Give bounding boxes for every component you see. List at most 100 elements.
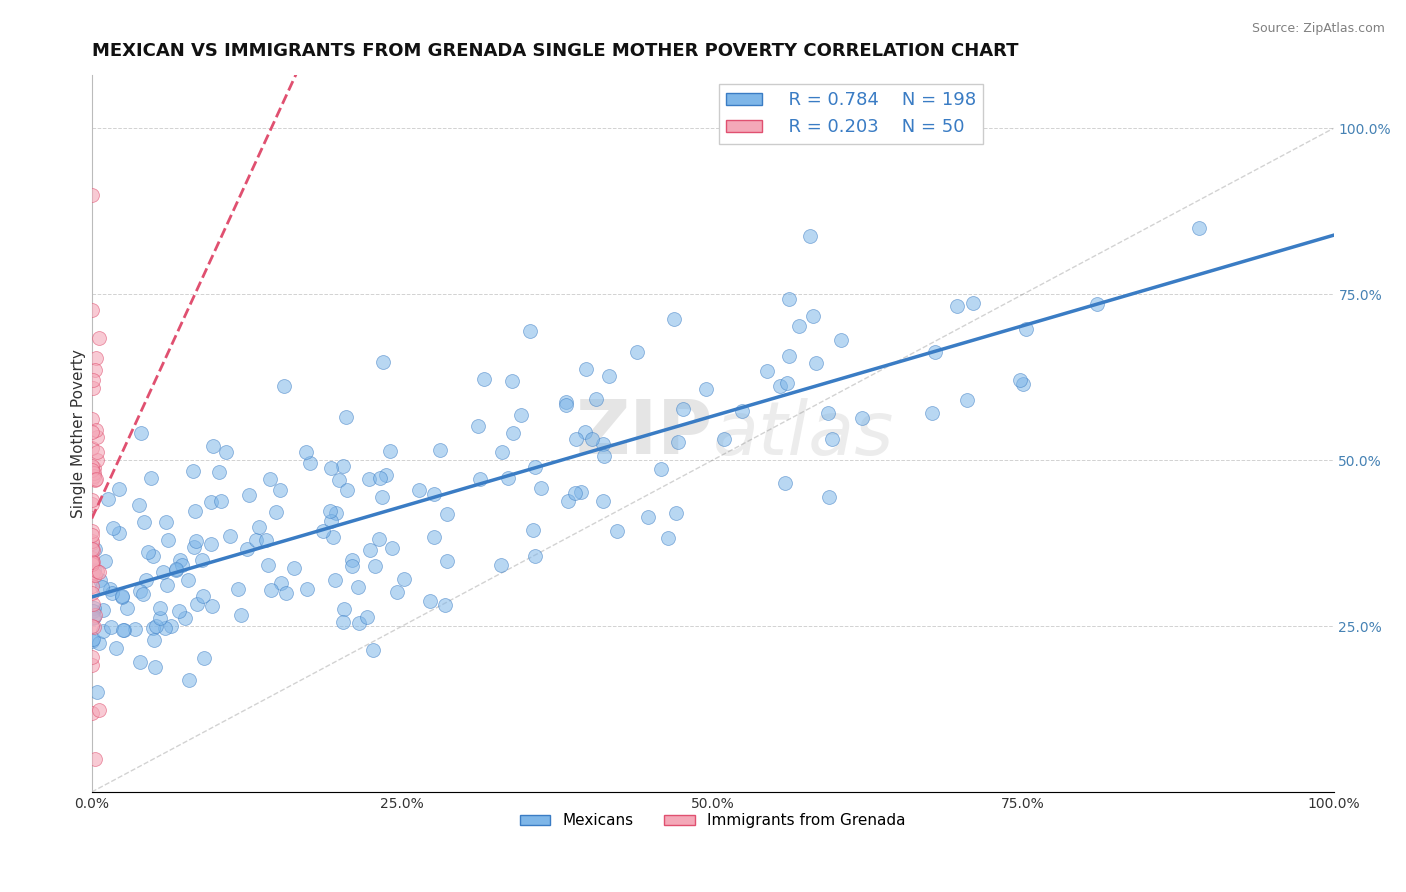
Point: [80, 497, 103, 511]
Point: [626, 344, 648, 359]
Point: [392, 572, 415, 586]
Point: [319, 514, 342, 528]
Point: [83, 363, 105, 377]
Point: [82, 380, 104, 394]
Point: [142, 621, 165, 635]
Point: [80, 541, 103, 556]
Point: [110, 589, 132, 603]
Point: [89, 573, 111, 587]
Y-axis label: Single Mother Poverty: Single Mother Poverty: [72, 349, 86, 518]
Point: [160, 619, 183, 633]
Point: [83, 460, 105, 475]
Point: [82, 568, 104, 582]
Point: [209, 493, 232, 508]
Point: [152, 565, 174, 579]
Point: [436, 507, 458, 521]
Point: [80, 524, 103, 539]
Point: [177, 673, 200, 688]
Point: [817, 405, 839, 419]
Point: [80, 557, 103, 571]
Point: [183, 540, 205, 554]
Point: [145, 619, 167, 633]
Point: [598, 368, 620, 383]
Point: [82, 604, 104, 618]
Point: [821, 432, 844, 446]
Legend: Mexicans, Immigrants from Grenada: Mexicans, Immigrants from Grenada: [513, 807, 911, 835]
Point: [142, 632, 165, 647]
Point: [565, 432, 588, 446]
Point: [86, 564, 108, 578]
Point: [254, 533, 277, 548]
Point: [219, 529, 242, 543]
Point: [177, 573, 200, 587]
Point: [806, 356, 828, 370]
Point: [496, 471, 519, 485]
Point: [89, 703, 111, 717]
Point: [524, 460, 547, 475]
Point: [319, 504, 342, 518]
Point: [671, 402, 693, 417]
Point: [519, 324, 541, 338]
Point: [80, 441, 103, 455]
Point: [82, 555, 104, 569]
Point: [695, 382, 717, 396]
Point: [375, 468, 398, 483]
Point: [801, 310, 824, 324]
Point: [830, 333, 852, 347]
Point: [143, 660, 166, 674]
Point: [82, 632, 104, 646]
Point: [129, 655, 152, 669]
Point: [1010, 373, 1032, 387]
Point: [82, 566, 104, 580]
Point: [592, 494, 614, 508]
Point: [257, 558, 280, 572]
Point: [666, 434, 689, 449]
Point: [325, 573, 347, 587]
Point: [523, 549, 546, 563]
Point: [98, 582, 121, 597]
Point: [361, 643, 384, 657]
Point: [174, 611, 197, 625]
Point: [419, 593, 441, 607]
Point: [84, 541, 107, 556]
Point: [276, 585, 298, 599]
Point: [270, 575, 292, 590]
Point: [356, 610, 378, 624]
Point: [83, 469, 105, 483]
Point: [592, 437, 614, 451]
Point: [82, 657, 104, 672]
Point: [83, 466, 105, 480]
Point: [522, 523, 544, 537]
Point: [82, 555, 104, 569]
Point: [381, 541, 404, 555]
Point: [585, 392, 607, 406]
Point: [312, 524, 335, 538]
Point: [336, 483, 359, 497]
Point: [80, 412, 103, 426]
Point: [80, 633, 103, 648]
Point: [84, 351, 107, 365]
Point: [167, 604, 190, 618]
Point: [773, 476, 796, 491]
Point: [80, 493, 103, 508]
Point: [84, 752, 107, 766]
Point: [80, 463, 103, 477]
Point: [82, 543, 104, 558]
Point: [80, 618, 103, 632]
Point: [84, 567, 107, 582]
Point: [235, 541, 257, 556]
Point: [340, 553, 363, 567]
Point: [226, 582, 249, 597]
Point: [574, 425, 596, 439]
Point: [132, 587, 155, 601]
Point: [91, 602, 114, 616]
Point: [86, 430, 108, 444]
Point: [82, 187, 104, 202]
Point: [124, 622, 146, 636]
Point: [436, 554, 458, 568]
Point: [82, 533, 104, 548]
Point: [181, 464, 204, 478]
Point: [134, 516, 156, 530]
Point: [266, 505, 288, 519]
Text: MEXICAN VS IMMIGRANTS FROM GRENADA SINGLE MOTHER POVERTY CORRELATION CHART: MEXICAN VS IMMIGRANTS FROM GRENADA SINGL…: [91, 42, 1018, 60]
